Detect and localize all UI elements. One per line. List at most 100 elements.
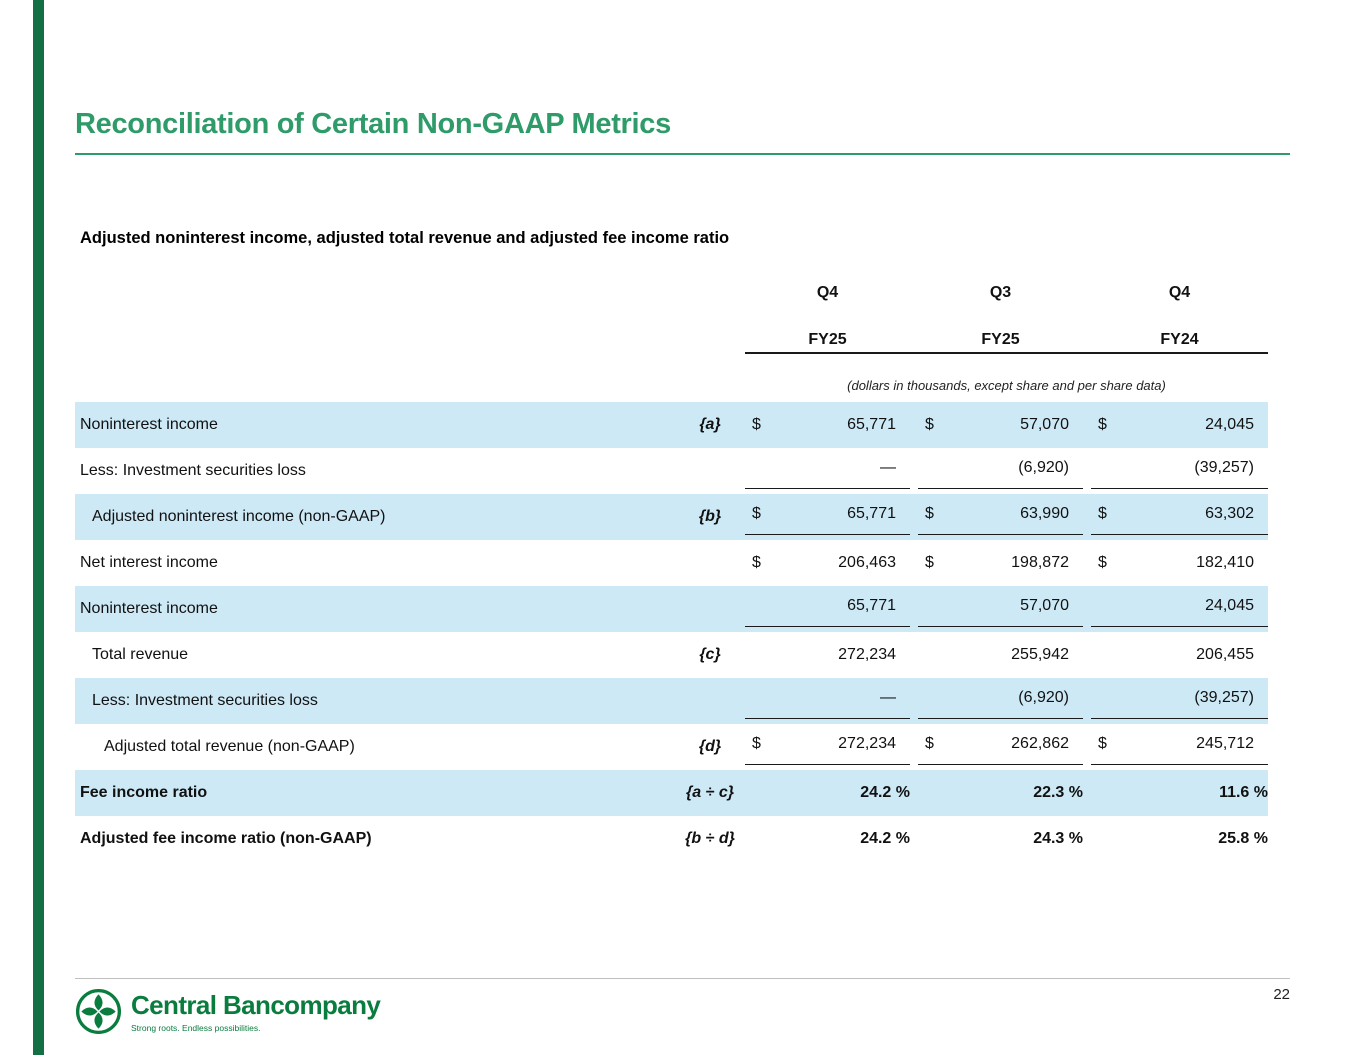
table-header-row: Q4 FY25 Q3 FY25 Q4 FY24 (75, 284, 1268, 354)
brand-tagline: Strong roots. Endless possibilities. (131, 1023, 261, 1033)
table-header-columns: Q4 FY25 Q3 FY25 Q4 FY24 (745, 284, 1268, 354)
value-group: $206,463 (745, 540, 910, 586)
row-ref (675, 448, 745, 494)
value-group: $198,872 (918, 540, 1083, 586)
section-heading: Adjusted noninterest income, adjusted to… (80, 229, 730, 247)
dollar-sign: $ (925, 505, 934, 522)
value-cell: 255,942 (1011, 646, 1069, 663)
value-group: $63,990 (918, 494, 1083, 535)
value-cell: 22.3 % (1033, 784, 1083, 801)
dollar-sign: $ (752, 735, 761, 752)
row-label: Less: Investment securities loss (80, 462, 306, 479)
column-year: FY25 (981, 331, 1020, 348)
table-row: Noninterest income {a} $65,771 $57,070 $… (75, 402, 1268, 448)
column-header: Q4 FY24 (1091, 284, 1268, 349)
value-group: 24.2 % (745, 816, 910, 862)
dollar-sign: $ (1098, 416, 1107, 433)
row-ref: {a} (699, 416, 721, 433)
value-cell: (39,257) (1194, 459, 1254, 476)
value-cell: 57,070 (1020, 416, 1069, 433)
brand-logo: Central Bancompany Strong roots. Endless… (75, 988, 381, 1035)
row-label: Adjusted fee income ratio (non-GAAP) (80, 830, 372, 847)
value-cell: 272,234 (838, 735, 896, 752)
table-row: Adjusted fee income ratio (non-GAAP) {b … (75, 816, 1268, 862)
row-ref: {b} (698, 508, 722, 525)
column-header: Q4 FY25 (745, 284, 910, 349)
row-ref (675, 540, 745, 586)
value-cell: 206,463 (838, 554, 896, 571)
column-year: FY25 (808, 331, 847, 348)
value-cell: — (880, 459, 896, 476)
value-cell: 57,070 (1020, 597, 1069, 614)
table-row: Total revenue {c} 272,234 255,942 206,45… (75, 632, 1268, 678)
value-group: 272,234 (745, 632, 910, 678)
page-title: Reconciliation of Certain Non-GAAP Metri… (75, 108, 1290, 155)
row-ref (675, 586, 745, 632)
row-label: Fee income ratio (80, 784, 208, 801)
brand-text-block: Central Bancompany Strong roots. Endless… (131, 990, 381, 1033)
value-cell: (39,257) (1194, 689, 1254, 706)
column-year: FY24 (1160, 331, 1199, 348)
value-cell: 198,872 (1011, 554, 1069, 571)
units-note: (dollars in thousands, except share and … (847, 378, 1166, 393)
table-row: Adjusted noninterest income (non-GAAP) {… (75, 494, 1268, 540)
value-cell: 206,455 (1196, 646, 1254, 663)
value-group: (6,920) (918, 448, 1083, 489)
row-ref: {b ÷ d} (685, 830, 735, 847)
column-header: Q3 FY25 (918, 284, 1083, 349)
brand-flower-icon (75, 988, 122, 1035)
dollar-sign: $ (925, 416, 934, 433)
value-cell: 24.3 % (1033, 830, 1083, 847)
row-label: Noninterest income (80, 600, 218, 617)
value-group: 25.8 % (1091, 816, 1268, 862)
value-cell: 63,302 (1205, 505, 1254, 522)
value-cell: — (880, 689, 896, 706)
value-cell: 25.8 % (1218, 830, 1268, 847)
value-cell: 24.2 % (860, 784, 910, 801)
value-group: 206,455 (1091, 632, 1268, 678)
value-cell: (6,920) (1018, 459, 1069, 476)
row-label: Total revenue (92, 646, 189, 663)
value-group: 255,942 (918, 632, 1083, 678)
value-group: $245,712 (1091, 724, 1268, 765)
dollar-sign: $ (1098, 735, 1107, 752)
left-accent-bar (33, 0, 44, 1055)
row-label: Noninterest income (80, 416, 218, 433)
value-group: 65,771 (745, 586, 910, 627)
value-cell: (6,920) (1018, 689, 1069, 706)
row-ref (675, 678, 745, 724)
row-label: Adjusted total revenue (non-GAAP) (104, 738, 355, 755)
row-label: Net interest income (80, 554, 218, 571)
value-group: (39,257) (1091, 448, 1268, 489)
page-number: 22 (1273, 986, 1290, 1003)
value-group: $63,302 (1091, 494, 1268, 535)
value-cell: 63,990 (1020, 505, 1069, 522)
value-group: 57,070 (918, 586, 1083, 627)
value-group: $272,234 (745, 724, 910, 765)
dollar-sign: $ (752, 505, 761, 522)
value-group: — (745, 678, 910, 719)
dollar-sign: $ (752, 416, 761, 433)
value-group: — (745, 448, 910, 489)
table-row: Less: Investment securities loss — (6,92… (75, 448, 1268, 494)
table-note-row: (dollars in thousands, except share and … (75, 378, 1268, 393)
row-ref: {a ÷ c} (686, 784, 734, 801)
value-cell: 24,045 (1205, 416, 1254, 433)
value-cell: 65,771 (847, 505, 896, 522)
dollar-sign: $ (925, 554, 934, 571)
table-row: Less: Investment securities loss — (6,92… (75, 678, 1268, 724)
column-quarter: Q4 (1168, 284, 1191, 301)
value-cell: 262,862 (1011, 735, 1069, 752)
value-cell: 245,712 (1196, 735, 1254, 752)
reconciliation-table: Q4 FY25 Q3 FY25 Q4 FY24 (dollars in thou… (75, 284, 1268, 862)
value-group: $57,070 (918, 402, 1083, 448)
table-row: Adjusted total revenue (non-GAAP) {d} $2… (75, 724, 1268, 770)
dollar-sign: $ (925, 735, 934, 752)
value-group: $182,410 (1091, 540, 1268, 586)
value-cell: 24,045 (1205, 597, 1254, 614)
column-quarter: Q4 (816, 284, 839, 301)
value-group: 24.3 % (918, 816, 1083, 862)
dollar-sign: $ (1098, 554, 1107, 571)
column-quarter: Q3 (989, 284, 1012, 301)
value-cell: 24.2 % (860, 830, 910, 847)
